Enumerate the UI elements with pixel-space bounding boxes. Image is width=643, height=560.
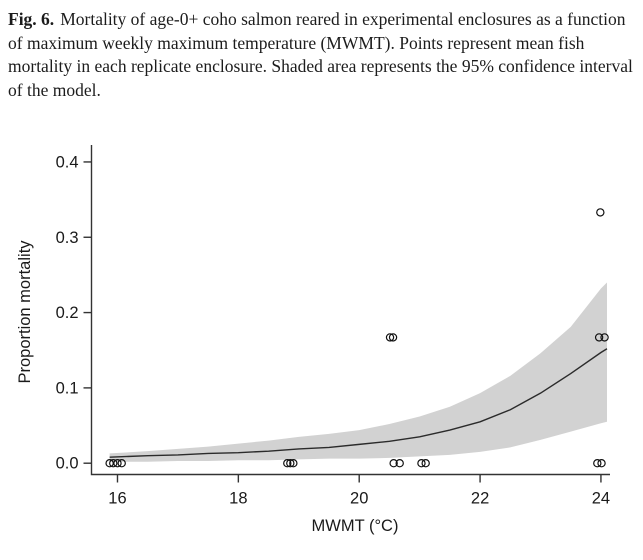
data-point	[385, 333, 395, 342]
data-point	[389, 459, 398, 468]
confidence-band-layer	[109, 282, 607, 462]
x-tick-label: 22	[471, 490, 489, 508]
data-point	[395, 459, 404, 468]
data-point	[597, 459, 606, 468]
axis-frame	[90, 145, 610, 476]
figure-caption: Fig. 6. Mortality of age-0+ coho salmon r…	[8, 8, 638, 102]
data-point	[421, 459, 430, 468]
caption-label: Fig. 6.	[8, 9, 55, 29]
data-point	[600, 333, 609, 342]
caption-text: Mortality of age-0+ coho salmon reared i…	[8, 9, 633, 100]
x-tick-label: 16	[108, 490, 126, 508]
data-point	[596, 208, 605, 217]
x-tick-label: 20	[350, 490, 368, 508]
data-point	[117, 459, 126, 468]
data-points-layer	[105, 208, 609, 468]
data-point	[388, 333, 398, 342]
data-point	[286, 459, 295, 468]
y-tick-label: 0.1	[56, 379, 79, 397]
data-point	[593, 459, 602, 468]
data-point	[105, 459, 114, 468]
x-tick-label: 24	[592, 490, 610, 508]
y-tick-label: 0.3	[56, 229, 79, 247]
y-tick-label: 0.4	[56, 153, 79, 171]
mortality-chart: 16 18 20 22 24 0.0 0.1 0.2 0.3 0.4 MWMT (°C) Prop…	[16, 145, 611, 535]
chart-area: 16 18 20 22 24 0.0 0.1 0.2 0.3 0.4 MWMT (°C) Prop…	[0, 130, 643, 560]
axis-ticks-layer: 16 18 20 22 24 0.0 0.1 0.2 0.3 0.4	[56, 153, 611, 507]
data-point	[289, 459, 298, 468]
data-point	[113, 459, 122, 468]
fit-line	[109, 348, 608, 458]
y-tick-label: 0.2	[56, 304, 79, 322]
y-axis-label: Proportion mortality	[16, 240, 34, 384]
data-point	[109, 459, 118, 468]
x-axis-label: MWMT (°C)	[312, 517, 399, 535]
data-point	[283, 459, 292, 468]
y-tick-label: 0.0	[56, 455, 79, 473]
fit-line-layer	[109, 348, 608, 458]
data-point	[417, 459, 426, 468]
x-tick-label: 18	[229, 490, 247, 508]
confidence-band	[109, 282, 607, 462]
data-point	[594, 333, 604, 342]
